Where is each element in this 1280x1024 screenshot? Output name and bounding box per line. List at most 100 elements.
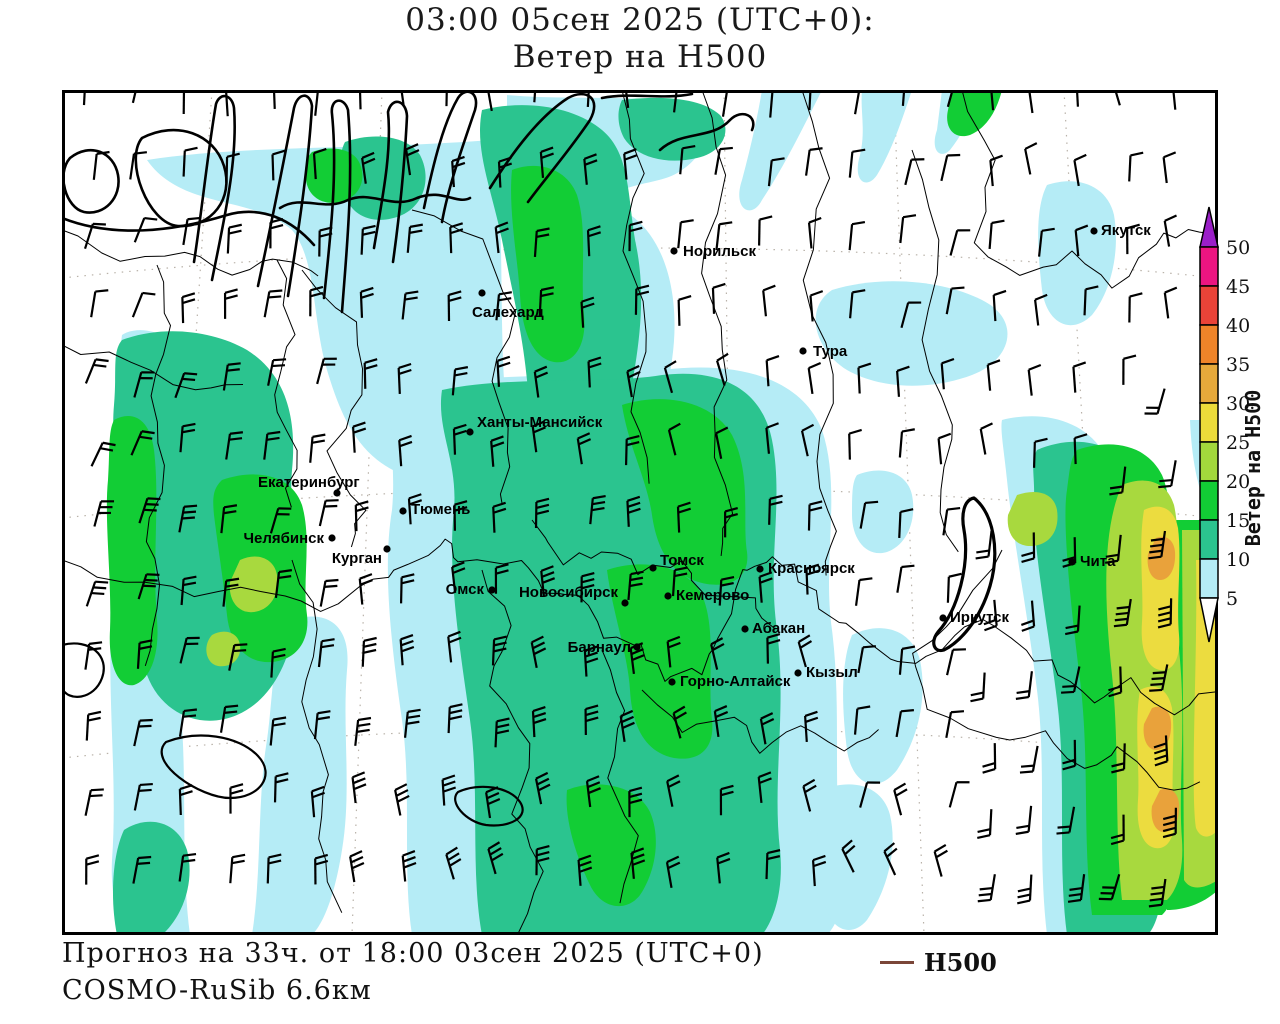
region-border bbox=[801, 90, 837, 576]
city-label: Курган bbox=[332, 550, 382, 567]
wind-barb bbox=[762, 284, 776, 317]
wind-barb bbox=[445, 90, 448, 107]
wind-barb bbox=[1015, 805, 1033, 835]
wind-barb bbox=[807, 361, 822, 395]
wind-barb bbox=[533, 365, 549, 398]
wind-barb bbox=[93, 500, 115, 527]
wind-barb bbox=[269, 716, 287, 746]
colorbar-tick-label: 50 bbox=[1226, 237, 1250, 259]
wind-barb bbox=[896, 564, 915, 593]
wind-barb bbox=[802, 778, 817, 812]
city-dot bbox=[741, 625, 749, 633]
wind-barb bbox=[715, 426, 729, 459]
region-border bbox=[301, 269, 367, 548]
wind-barb bbox=[180, 575, 197, 606]
wind-barb bbox=[797, 634, 813, 668]
cities-layer: Норильск Салехард Тура Ханты-Мансийск Екатер… bbox=[243, 222, 1151, 690]
wind-barb bbox=[671, 566, 688, 597]
wind-barb bbox=[583, 153, 598, 185]
wind-barb bbox=[630, 847, 646, 879]
wind-barb bbox=[989, 154, 1003, 187]
wind-barb bbox=[1128, 151, 1144, 182]
wind-barb bbox=[495, 291, 512, 321]
wind-barb bbox=[1028, 90, 1034, 114]
wind-barb bbox=[178, 784, 193, 816]
wind-barb bbox=[351, 771, 367, 804]
wind-barb bbox=[273, 772, 289, 803]
wind-barb bbox=[361, 151, 376, 184]
wind-barb bbox=[859, 781, 881, 808]
wind-barb bbox=[1064, 605, 1081, 636]
wind-barb bbox=[580, 572, 595, 603]
wind-barb bbox=[394, 783, 410, 816]
wind-barb bbox=[363, 358, 378, 389]
city-dot bbox=[399, 507, 407, 515]
wind-barb bbox=[1126, 223, 1140, 255]
wind-barb bbox=[1148, 878, 1167, 908]
wind-barb bbox=[405, 143, 420, 176]
colorbar-tick-label: 5 bbox=[1226, 588, 1238, 610]
wind-barb bbox=[90, 289, 109, 318]
region-border bbox=[912, 549, 1201, 791]
wind-barb bbox=[487, 841, 504, 875]
region-border bbox=[961, 90, 1218, 289]
wind-barb bbox=[351, 421, 367, 453]
wind-barb bbox=[628, 786, 643, 818]
wind-barb bbox=[672, 705, 687, 739]
wind-barb bbox=[312, 147, 327, 180]
wind-barb bbox=[361, 636, 377, 667]
city-dot bbox=[621, 599, 629, 607]
city-dot bbox=[466, 428, 474, 436]
wind-barb bbox=[138, 497, 161, 524]
wind-barb bbox=[263, 289, 283, 318]
wind-barb bbox=[988, 219, 1005, 250]
wind-barb bbox=[1128, 292, 1143, 323]
wind-barb bbox=[535, 844, 550, 876]
wind-barb bbox=[800, 423, 815, 457]
wind-barb bbox=[181, 292, 196, 324]
wind-barb bbox=[133, 216, 158, 243]
wind-barb bbox=[580, 296, 595, 328]
wind-barb bbox=[805, 563, 820, 595]
wind-barb bbox=[848, 428, 862, 460]
wind-barb bbox=[354, 500, 369, 532]
wind-barb bbox=[1027, 363, 1042, 396]
model-name-text: COSMO-RuSib 6.6км bbox=[62, 975, 372, 1006]
wind-barb bbox=[131, 291, 156, 318]
wind-barb bbox=[360, 224, 376, 255]
wind-barb bbox=[766, 632, 781, 664]
wind-barb bbox=[491, 635, 508, 666]
wind-barb bbox=[949, 229, 971, 256]
region-border bbox=[62, 344, 244, 391]
wind-barb bbox=[807, 500, 823, 531]
wind-barb bbox=[399, 634, 415, 666]
wind-barb bbox=[1072, 361, 1087, 393]
wind-barb bbox=[970, 672, 986, 703]
wind-barb bbox=[857, 362, 872, 394]
wind-barb bbox=[841, 839, 856, 873]
wind-barb bbox=[314, 853, 329, 885]
wind-barb bbox=[272, 90, 276, 109]
wind-barb bbox=[710, 637, 725, 670]
wind-barb bbox=[451, 155, 466, 188]
wind-barb bbox=[1073, 153, 1087, 187]
city-dot bbox=[1090, 227, 1098, 235]
city-label: Барнаул bbox=[568, 639, 631, 656]
wind-barb bbox=[85, 710, 102, 741]
wind-barb bbox=[849, 289, 866, 319]
wind-barb bbox=[179, 422, 196, 453]
wind-barb bbox=[1024, 142, 1038, 175]
wind-barb bbox=[1056, 806, 1076, 835]
wind-barb bbox=[1034, 293, 1048, 326]
wind-barb bbox=[229, 783, 244, 814]
wind-barb bbox=[811, 854, 827, 887]
region-border bbox=[911, 149, 959, 553]
wind-barb bbox=[269, 507, 292, 534]
wind-barb bbox=[1017, 874, 1033, 905]
colorbar-tick-label: 35 bbox=[1226, 354, 1250, 376]
city-label: Кызыл bbox=[806, 664, 858, 681]
wind-barb bbox=[263, 430, 281, 460]
wind-barb bbox=[496, 355, 511, 387]
wind-barb bbox=[540, 565, 556, 597]
